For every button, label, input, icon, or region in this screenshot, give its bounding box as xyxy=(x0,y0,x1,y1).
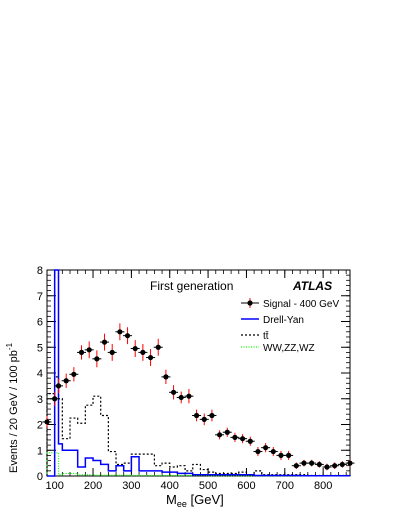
signal-data-point xyxy=(299,459,309,467)
signal-data-point xyxy=(161,369,171,385)
x-tick-label: 200 xyxy=(84,480,102,492)
signal-data-point xyxy=(238,434,248,444)
x-tick-label: 500 xyxy=(199,480,217,492)
signal-data-point xyxy=(207,409,217,422)
signal-data-point xyxy=(307,459,317,467)
series-1-histogram xyxy=(47,269,351,477)
signal-data-point xyxy=(322,463,332,471)
y-tick-label: 1 xyxy=(37,445,43,457)
signal-data-point xyxy=(253,446,263,457)
y-tick-label: 6 xyxy=(37,317,43,329)
signal-data-point xyxy=(77,345,87,360)
y-tick-label: 7 xyxy=(37,291,43,303)
legend-ttbar: tt̄ xyxy=(263,330,269,342)
y-tick-label: 0 xyxy=(37,471,43,483)
signal-data-point xyxy=(42,416,52,428)
signal-data-point xyxy=(146,349,156,366)
signal-data-point xyxy=(169,385,179,400)
signal-data-point xyxy=(153,338,163,356)
x-axis-label: Mee [GeV] xyxy=(166,492,224,509)
legend-signal: Signal - 400 GeV xyxy=(263,299,339,310)
signal-data-point xyxy=(50,391,60,406)
signal-data-point xyxy=(199,413,209,426)
signal-data-point xyxy=(54,378,64,394)
signal-data-point xyxy=(92,350,102,368)
signal-data-point xyxy=(61,373,71,388)
signal-data-point xyxy=(69,367,79,382)
signal-data-point xyxy=(123,327,133,345)
x-tick-label: 400 xyxy=(161,480,179,492)
legend-drell-yan: Drell-Yan xyxy=(263,315,304,326)
y-tick-label: 5 xyxy=(37,342,43,354)
axis-ticks: 100 200 300 400 500 600 700 800 0 1 2 3 4 5 6 7 8 xyxy=(37,265,350,492)
signal-data-point xyxy=(314,461,324,468)
signal-data-point xyxy=(330,462,340,469)
x-tick-label: 600 xyxy=(237,480,255,492)
series-layer xyxy=(42,269,355,477)
signal-data-point xyxy=(107,343,117,361)
y-tick-label: 8 xyxy=(37,265,43,277)
legend: Signal - 400 GeV Drell-Yan tt̄ WW,ZZ,WZ xyxy=(241,298,339,354)
signal-data-point xyxy=(176,391,186,404)
signal-data-point xyxy=(245,436,255,446)
signal-data-point xyxy=(261,443,271,453)
x-tick-label: 800 xyxy=(314,480,332,492)
x-tick-label: 300 xyxy=(122,480,140,492)
y-tick-label: 2 xyxy=(37,420,43,432)
legend-diboson: WW,ZZ,WZ xyxy=(263,343,315,354)
signal-data-point xyxy=(291,462,301,469)
signal-data-point xyxy=(345,459,355,467)
signal-data-point xyxy=(192,409,202,422)
signal-data-point xyxy=(215,430,225,440)
y-tick-label: 3 xyxy=(37,394,43,406)
series-3-histogram xyxy=(46,452,351,477)
signal-data-point xyxy=(84,341,94,359)
x-tick-label: 700 xyxy=(276,480,294,492)
signal-data-point xyxy=(230,432,240,442)
signal-data-point xyxy=(337,461,347,468)
signal-data-point xyxy=(138,343,148,361)
annotation-first-generation: First generation xyxy=(150,279,233,293)
signal-data-point xyxy=(222,427,232,437)
signal-data-point xyxy=(276,450,286,460)
y-axis-label: Events / 20 GeV / 100 pb-1 xyxy=(5,342,20,473)
atlas-label: ATLAS xyxy=(292,279,332,293)
y-tick-label: 4 xyxy=(37,368,43,380)
series-2-histogram xyxy=(46,376,351,477)
signal-data-point xyxy=(184,389,194,404)
x-tick-label: 100 xyxy=(45,480,63,492)
signal-data-point xyxy=(268,446,278,457)
signal-data-point xyxy=(115,323,125,341)
signal-data-point xyxy=(130,340,140,357)
signal-data-point xyxy=(284,450,294,460)
signal-data-point xyxy=(100,333,110,351)
